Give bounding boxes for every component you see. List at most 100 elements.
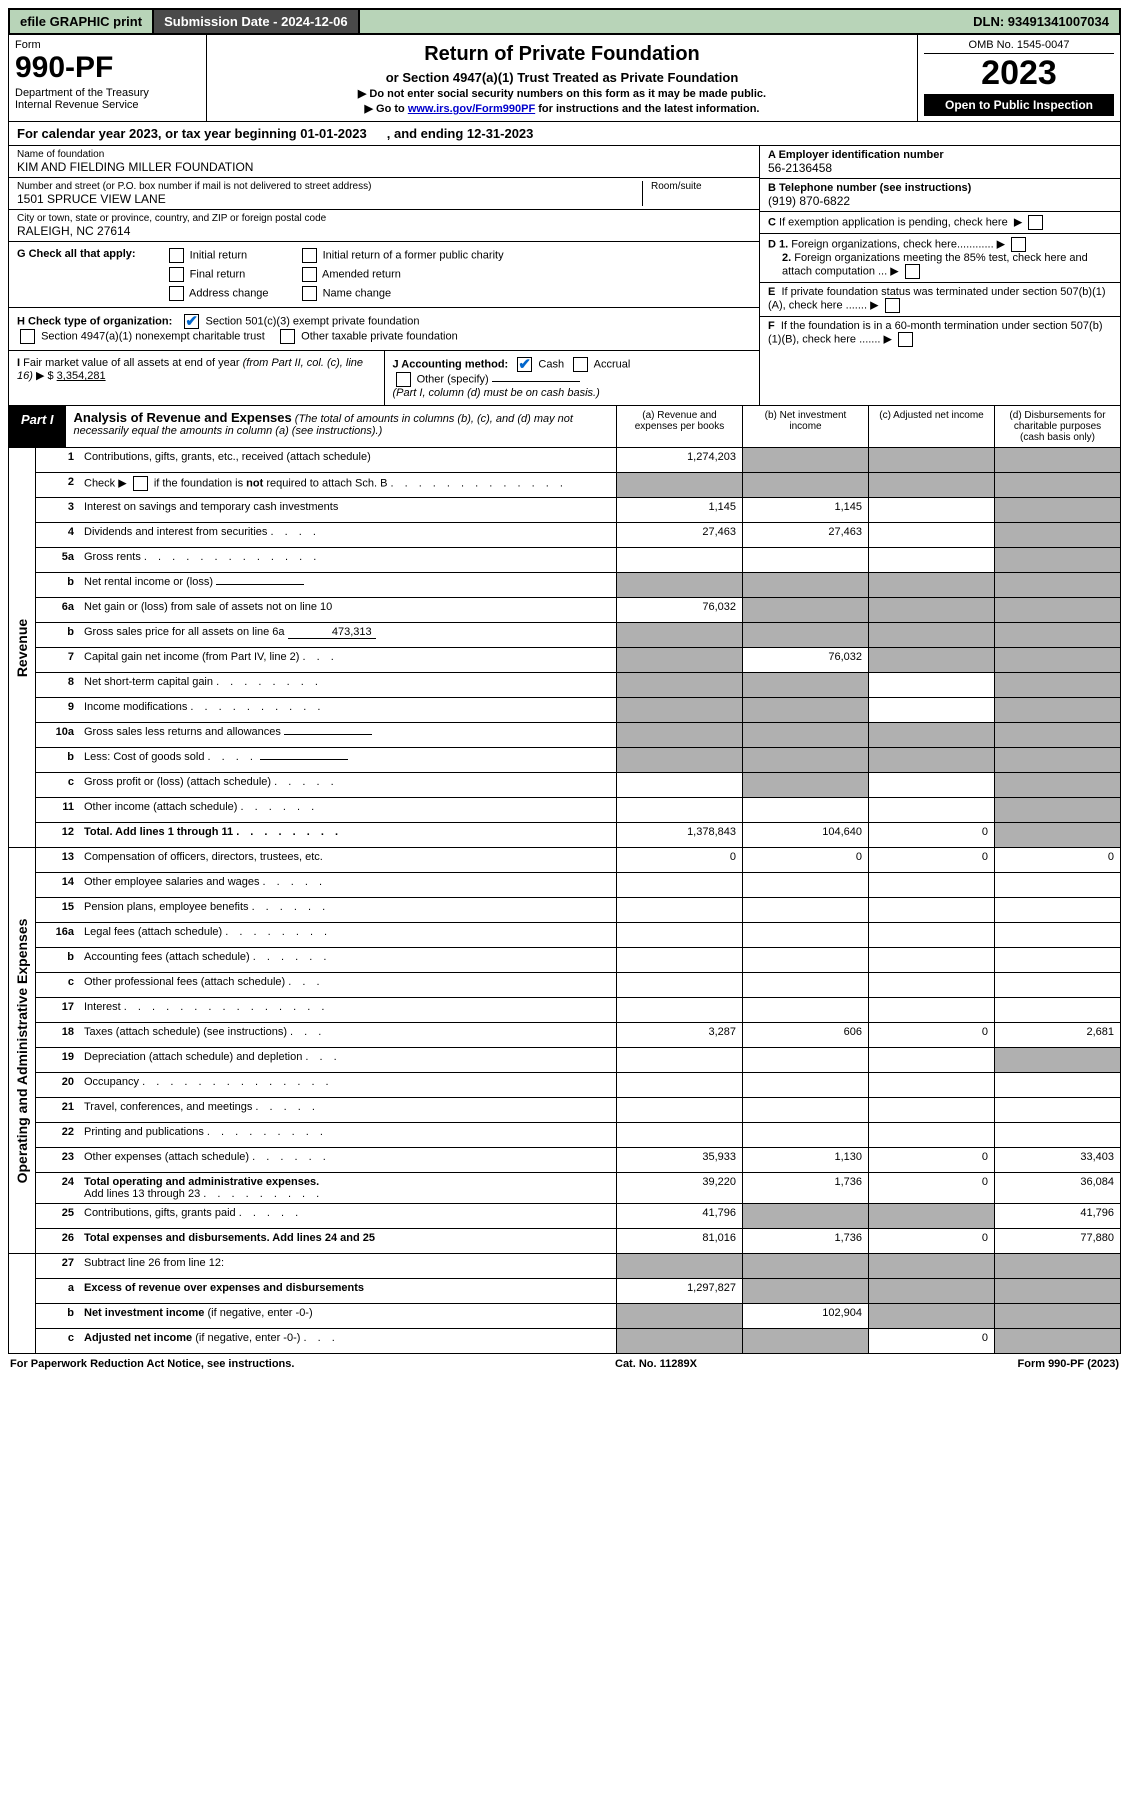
ln-23: 23 [36,1148,78,1172]
ln-7: 7 [36,648,78,672]
section-g: G Check all that apply: Initial return F… [9,242,759,308]
ln-8: 8 [36,673,78,697]
ln-24: 24 [36,1173,78,1203]
checkbox-4947[interactable] [20,329,35,344]
r15-d [995,898,1120,922]
r26-b: 1,736 [743,1229,869,1253]
info-grid: Name of foundation KIM AND FIELDING MILL… [8,146,1121,406]
checkbox-amended[interactable] [302,267,317,282]
checkbox-other-tax[interactable] [280,329,295,344]
desc-11: Other income (attach schedule) . . . . .… [78,798,617,822]
checkbox-initial-former[interactable] [302,248,317,263]
r16a-d [995,923,1120,947]
desc-5b: Net rental income or (loss) [78,573,617,597]
checkbox-other-method[interactable] [396,372,411,387]
checkbox-cash[interactable] [517,357,532,372]
checkbox-c[interactable] [1028,215,1043,230]
checkbox-initial[interactable] [169,248,184,263]
r7-b: 76,032 [743,648,869,672]
r11-b [743,798,869,822]
line27-section: 27Subtract line 26 from line 12: aExcess… [8,1254,1121,1354]
r5b-b [743,573,869,597]
desc-20: Occupancy . . . . . . . . . . . . . . [78,1073,617,1097]
input-10b[interactable] [260,759,348,760]
checkbox-accrual[interactable] [573,357,588,372]
desc-10a: Gross sales less returns and allowances [78,723,617,747]
checkbox-f[interactable] [898,332,913,347]
r2-a [617,473,743,497]
address-cell: Number and street (or P.O. box number if… [9,178,759,210]
r9-c [869,698,995,722]
section-h: H Check type of organization: Section 50… [9,308,759,351]
g-label: G Check all that apply: [17,248,136,301]
checkbox-name[interactable] [302,286,317,301]
desc-12: Total. Add lines 1 through 11 . . . . . … [78,823,617,847]
checkbox-501c3[interactable] [184,314,199,329]
r27-b [743,1254,869,1278]
desc-10b: Less: Cost of goods sold . . . . [78,748,617,772]
r16b-b [743,948,869,972]
part1-header: Part I Analysis of Revenue and Expenses … [8,406,1121,448]
ln-15: 15 [36,898,78,922]
fmv-value: 3,354,281 [57,370,106,382]
top-bar: efile GRAPHIC print Submission Date - 20… [8,8,1121,35]
city: RALEIGH, NC 27614 [17,224,751,238]
efile-label[interactable]: efile GRAPHIC print [10,10,154,33]
ln-12: 12 [36,823,78,847]
r6a-d [995,598,1120,622]
checkbox-e[interactable] [885,298,900,313]
ln-14: 14 [36,873,78,897]
ln-18: 18 [36,1023,78,1047]
footer-right: Form 990-PF (2023) [1018,1358,1120,1370]
r26-c: 0 [869,1229,995,1253]
col-b-hdr: (b) Net investment income [743,406,869,447]
ln-16a: 16a [36,923,78,947]
input-5b[interactable] [216,584,304,585]
r7-c [869,648,995,672]
form-label: Form [15,39,200,51]
r17-d [995,998,1120,1022]
checkbox-d1[interactable] [1011,237,1026,252]
r22-d [995,1123,1120,1147]
r5b-a [617,573,743,597]
r7-d [995,648,1120,672]
checkbox-d2[interactable] [905,264,920,279]
r21-a [617,1098,743,1122]
r27b-b: 102,904 [743,1304,869,1328]
input-6b[interactable]: 473,313 [288,626,376,639]
ein-cell: A Employer identification number 56-2136… [760,146,1120,179]
r17-c [869,998,995,1022]
form-number: 990-PF [15,53,200,83]
desc-5a: Gross rents . . . . . . . . . . . . . [78,548,617,572]
cal-year-end: , and ending 12-31-2023 [387,126,534,141]
r21-d [995,1098,1120,1122]
desc-23: Other expenses (attach schedule) . . . .… [78,1148,617,1172]
input-10a[interactable] [284,734,372,735]
col-d-hdr: (d) Disbursements for charitable purpose… [995,406,1120,447]
r20-d [995,1073,1120,1097]
r26-d: 77,880 [995,1229,1120,1253]
other-specify-input[interactable] [492,381,580,382]
ln-9: 9 [36,698,78,722]
r3-b: 1,145 [743,498,869,522]
ln-27: 27 [36,1254,78,1278]
checkbox-final[interactable] [169,267,184,282]
foundation-name: KIM AND FIELDING MILLER FOUNDATION [17,160,751,174]
r6b-b [743,623,869,647]
checkbox-addr[interactable] [169,286,184,301]
instr-2-post: for instructions and the latest informat… [535,103,759,115]
part1-title: Analysis of Revenue and Expenses [74,410,292,425]
checkbox-schb[interactable] [133,476,148,491]
r26-a: 81,016 [617,1229,743,1253]
r16c-b [743,973,869,997]
desc-16a: Legal fees (attach schedule) . . . . . .… [78,923,617,947]
cal-year-begin: For calendar year 2023, or tax year begi… [17,126,367,141]
r16b-a [617,948,743,972]
irs-link[interactable]: www.irs.gov/Form990PF [408,103,535,115]
opt-cash: Cash [538,358,564,370]
r12-b: 104,640 [743,823,869,847]
r1-a: 1,274,203 [617,448,743,472]
calendar-year-row: For calendar year 2023, or tax year begi… [8,122,1121,146]
r17-b [743,998,869,1022]
part1-desc: Analysis of Revenue and Expenses (The to… [66,406,617,447]
